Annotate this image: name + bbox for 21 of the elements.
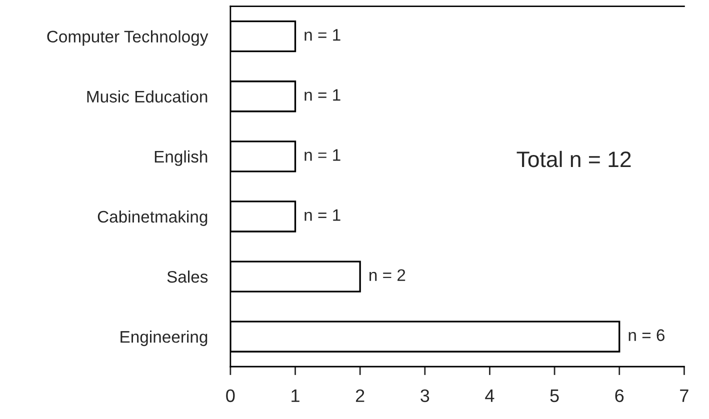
- x-tick-label: 2: [356, 389, 364, 402]
- data-label: n = 1: [304, 149, 340, 161]
- data-label: n = 1: [304, 29, 340, 41]
- y-tick-label: Sales: [167, 270, 208, 283]
- x-tick-label: 4: [485, 390, 494, 402]
- x-tick-label: 1: [292, 390, 300, 402]
- data-label: n = 1: [304, 209, 340, 221]
- x-tick-label: 3: [420, 389, 430, 402]
- y-tick-label: Computer Technology: [47, 30, 208, 46]
- y-tick-label: Engineering: [120, 330, 208, 346]
- x-tick-label: 6: [615, 389, 624, 402]
- x-tick-label: 0: [226, 389, 235, 402]
- annotation: Total n = 12: [516, 150, 631, 168]
- data-label: n = 6: [628, 329, 664, 342]
- data-label: n = 2: [370, 269, 406, 281]
- x-tick-label: 5: [550, 390, 559, 402]
- x-tick-label: 7: [680, 390, 688, 402]
- y-tick-label: English: [154, 150, 208, 166]
- y-tick-label: Music Education: [87, 90, 208, 103]
- data-label: n = 1: [304, 89, 340, 101]
- y-tick-label: Cabinetmaking: [98, 210, 208, 226]
